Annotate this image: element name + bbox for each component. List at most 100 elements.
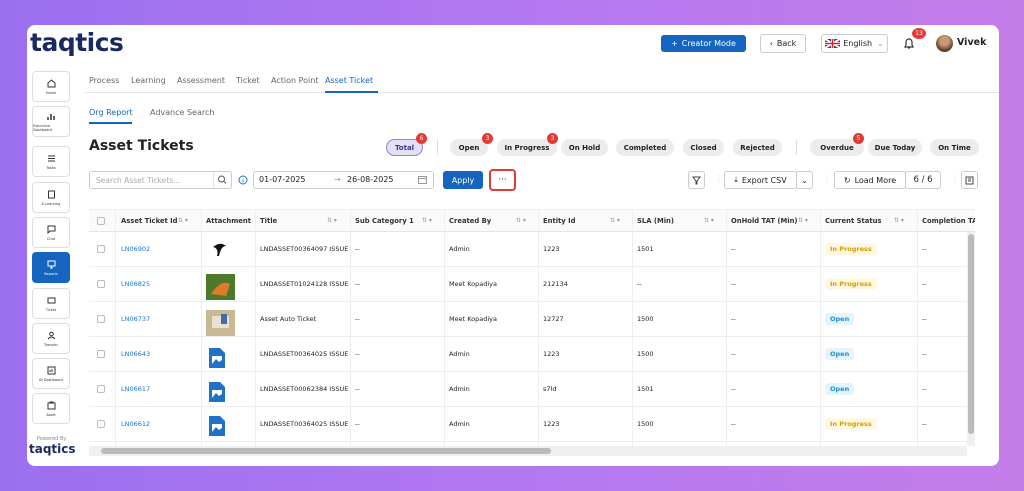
- ticket-id-cell: LN06902: [121, 232, 199, 266]
- search-input[interactable]: Search Asset Tickets...: [89, 171, 232, 189]
- ticket-id[interactable]: LN06643: [121, 350, 151, 358]
- separator: [796, 140, 797, 155]
- completion-tat-cell: --: [922, 302, 927, 336]
- sort-filter-icons[interactable]: ⇅ ▾: [178, 217, 188, 224]
- subtab[interactable]: Advance Search: [150, 108, 215, 117]
- creator-mode-button[interactable]: + Creator Mode: [661, 35, 746, 52]
- checkbox[interactable]: [97, 385, 105, 393]
- sort-filter-icons[interactable]: ⇅ ▾: [516, 217, 526, 224]
- status-chip[interactable]: Overdue: [810, 139, 864, 156]
- horizontal-scrollbar[interactable]: [89, 446, 967, 456]
- export-button[interactable]: ⤓ Export CSV: [724, 171, 797, 189]
- ticket-id[interactable]: LN06902: [121, 245, 151, 253]
- tab-active[interactable]: Asset Ticket: [325, 76, 374, 85]
- sort-filter-icons[interactable]: ⇅ ▾: [894, 217, 904, 224]
- subtab-active[interactable]: Org Report: [89, 108, 133, 117]
- apply-button[interactable]: Apply: [443, 171, 483, 189]
- nav-ticket[interactable]: Ticket: [32, 288, 70, 319]
- status-chip[interactable]: On Hold: [561, 139, 608, 156]
- status-chip[interactable]: In Progress: [497, 139, 557, 156]
- status-chip[interactable]: Due Today: [868, 139, 922, 156]
- nav-home[interactable]: Home: [32, 71, 70, 102]
- checkbox[interactable]: [97, 420, 105, 428]
- tab[interactable]: Learning: [131, 76, 166, 85]
- nav-label: Home: [45, 90, 57, 95]
- attachment-icon[interactable]: [208, 347, 226, 369]
- column-header[interactable]: Title: [260, 216, 278, 225]
- attachment-thumbnail[interactable]: [206, 274, 235, 300]
- sort-filter-icons[interactable]: ⇅ ▾: [798, 217, 808, 224]
- load-more-button[interactable]: ↻ Load More: [834, 171, 906, 189]
- ticket-id[interactable]: LN06825: [121, 280, 151, 288]
- sla: 1501: [637, 385, 654, 393]
- nav-asset[interactable]: Asset: [32, 393, 70, 424]
- nav-reports[interactable]: Reports: [32, 252, 70, 283]
- checkbox[interactable]: [97, 280, 105, 288]
- checkbox[interactable]: [97, 315, 105, 323]
- checkbox-cell: [97, 337, 105, 371]
- filter-button[interactable]: [688, 171, 705, 189]
- attachment-icon[interactable]: [208, 381, 226, 403]
- status-chip[interactable]: On Time: [930, 139, 979, 156]
- sub-category: --: [355, 385, 360, 393]
- checkbox[interactable]: [97, 245, 105, 253]
- sort-filter-icons[interactable]: ⇅ ▾: [327, 217, 337, 224]
- attachment-thumbnail[interactable]: [206, 238, 235, 264]
- more-button[interactable]: ···: [489, 169, 516, 191]
- tab[interactable]: Process: [89, 76, 120, 85]
- column-header[interactable]: Completion TAT: [922, 216, 975, 225]
- nav-transfer[interactable]: Transfer: [32, 323, 70, 354]
- ticket-id[interactable]: LN06737: [121, 315, 151, 323]
- status-chip[interactable]: Open: [450, 139, 488, 156]
- nav-tasks[interactable]: Tasks: [32, 146, 70, 177]
- completion-tat-cell: --: [922, 407, 927, 441]
- back-button[interactable]: ‹ Back: [760, 34, 806, 53]
- column-header[interactable]: Created By: [449, 216, 492, 225]
- status-chip[interactable]: Total: [386, 139, 423, 156]
- avatar[interactable]: [936, 35, 953, 52]
- attachment-icon[interactable]: [208, 415, 226, 437]
- export-dropdown[interactable]: ⌄: [796, 171, 813, 189]
- title: LNDASSET00062384 ISSUE:: [260, 385, 348, 393]
- column-header[interactable]: SLA (Min): [637, 216, 674, 225]
- checkbox[interactable]: [97, 216, 105, 225]
- status-chip[interactable]: Rejected: [733, 139, 782, 156]
- title-cell: LNDASSET01024128 ISSUE:: [260, 267, 348, 301]
- tab[interactable]: Action Point: [271, 76, 319, 85]
- sort-filter-icons[interactable]: ⇅ ▾: [704, 217, 714, 224]
- status: In Progress: [825, 418, 877, 430]
- column-header[interactable]: Entity Id: [543, 216, 576, 225]
- bell-icon[interactable]: [903, 37, 915, 50]
- vertical-scrollbar[interactable]: [967, 232, 975, 446]
- column-header[interactable]: OnHold TAT (Min): [731, 216, 798, 225]
- column-header[interactable]: Current Status: [825, 216, 882, 225]
- nav-executive-dashboard[interactable]: Executive Dashboard: [32, 106, 70, 137]
- ticket-id[interactable]: LN06617: [121, 385, 151, 393]
- column-divider: [350, 210, 351, 457]
- status-chip[interactable]: Completed: [616, 139, 674, 156]
- date-range[interactable]: [253, 171, 434, 189]
- tab[interactable]: Ticket: [236, 76, 260, 85]
- sub-category: --: [355, 350, 360, 358]
- scroll-thumb[interactable]: [968, 234, 974, 434]
- info-icon[interactable]: [238, 175, 248, 185]
- nav-bi-dashboard[interactable]: BI Dashboard: [32, 358, 70, 389]
- tab[interactable]: Assessment: [177, 76, 225, 85]
- language-select[interactable]: English ⌄: [821, 34, 888, 53]
- created-by-cell: Admin: [449, 372, 470, 406]
- search-icon[interactable]: [213, 172, 231, 188]
- columns-button[interactable]: [961, 171, 978, 189]
- status-chip[interactable]: Closed: [683, 139, 724, 156]
- checkbox[interactable]: [97, 350, 105, 358]
- sort-filter-icons[interactable]: ⇅ ▾: [422, 217, 432, 224]
- completion-tat-cell: --: [922, 337, 927, 371]
- export-label: Export CSV: [741, 175, 787, 185]
- column-header[interactable]: Sub Category 1: [355, 216, 414, 225]
- sort-filter-icons[interactable]: ⇅ ▾: [610, 217, 620, 224]
- nav-chat[interactable]: Chat: [32, 217, 70, 248]
- attachment-thumbnail[interactable]: [206, 310, 235, 336]
- nav-e-learning[interactable]: E-Learning: [32, 182, 70, 213]
- column-header[interactable]: Asset Ticket Id: [121, 216, 178, 225]
- scroll-thumb[interactable]: [101, 448, 551, 454]
- ticket-id[interactable]: LN06612: [121, 420, 151, 428]
